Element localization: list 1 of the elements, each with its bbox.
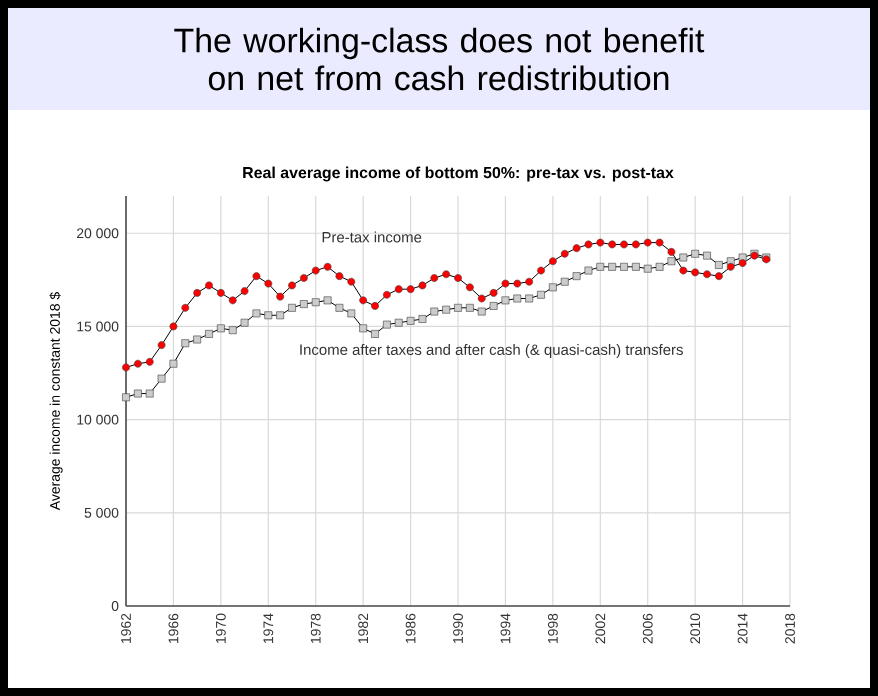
chart-title: The working-class does not benefit on net from cash redistribution	[174, 27, 705, 91]
